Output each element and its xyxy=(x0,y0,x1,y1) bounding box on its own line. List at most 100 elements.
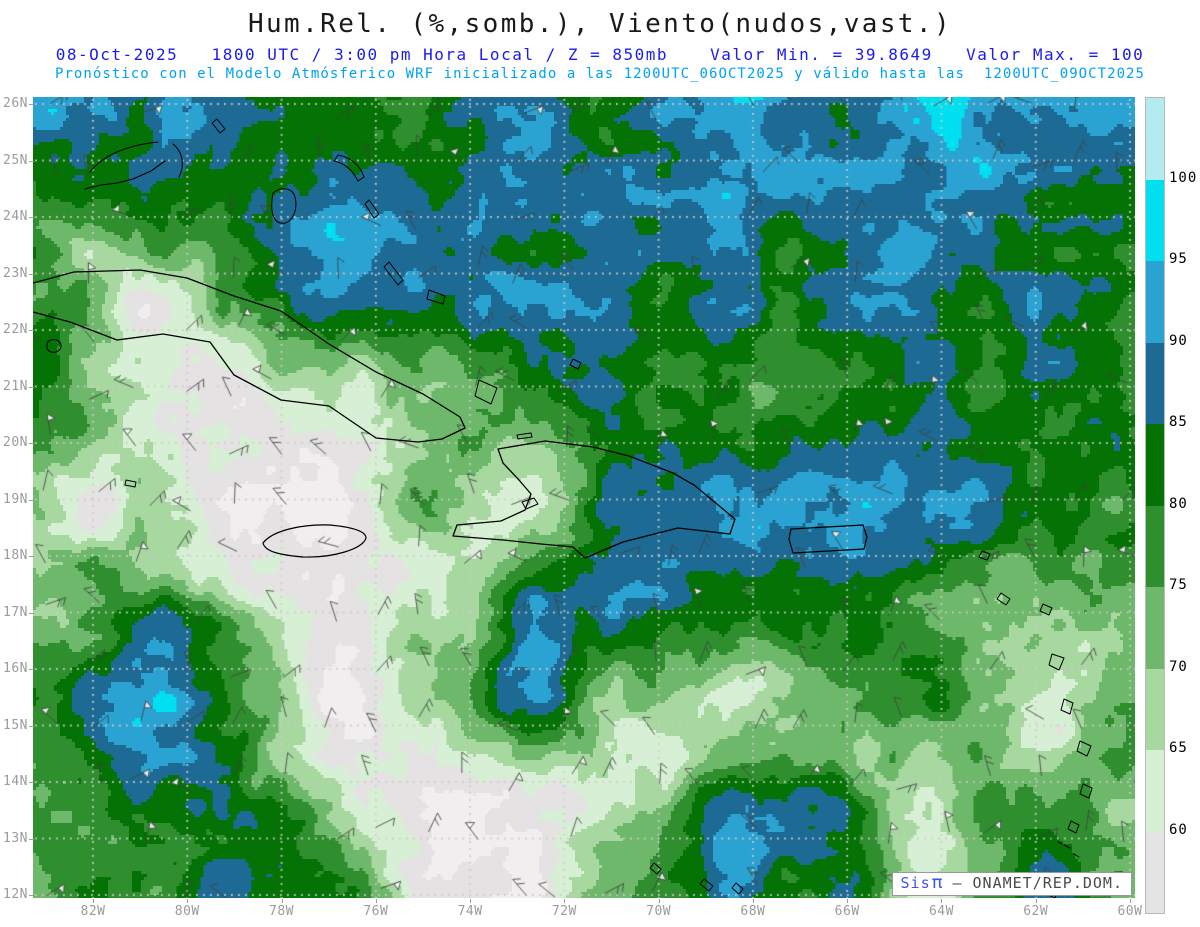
lat-tick xyxy=(29,612,34,614)
coast-florida-tip xyxy=(172,143,183,178)
colorbar-segment-3 xyxy=(1146,342,1164,424)
colorbar-label-85: 85 xyxy=(1169,414,1188,430)
lat-label-21N: 21N xyxy=(3,378,28,394)
coast-florida-keys xyxy=(84,160,166,190)
forecast-text: Pronóstico con el Modelo Atmósferico WRF… xyxy=(54,66,1146,82)
coast-st-vincent xyxy=(1067,820,1080,834)
lat-tick xyxy=(29,443,34,444)
lon-label-66W: 66W xyxy=(834,904,860,919)
colorbar-label-100: 100 xyxy=(1169,169,1198,186)
coast-turks xyxy=(569,358,582,370)
page-title: Hum.Rel. (%,somb.), Viento(nudos,vast.) xyxy=(247,9,953,39)
colorbar-segment-5 xyxy=(1146,505,1164,587)
lon-label-76W: 76W xyxy=(363,904,389,919)
colorbar-segment-6 xyxy=(1146,587,1164,669)
lat-label-23N: 23N xyxy=(3,265,28,281)
lat-label-13N: 13N xyxy=(3,830,28,846)
coast-eleuthera xyxy=(333,154,365,182)
colorbar-label-60: 60 xyxy=(1169,821,1188,838)
coast-gonave xyxy=(521,497,539,510)
lon-label-74W: 74W xyxy=(457,904,483,919)
lat-label-16N: 16N xyxy=(3,661,28,676)
colorbar-label-65: 65 xyxy=(1169,740,1188,756)
lon-label-64W: 64W xyxy=(928,904,954,919)
lat-label-19N: 19N xyxy=(3,491,28,507)
sispi-logo-text: Sis xyxy=(900,874,931,892)
coast-bimini xyxy=(211,118,226,134)
colorbar-label-70: 70 xyxy=(1169,658,1188,675)
colorbar-label-75: 75 xyxy=(1169,577,1188,593)
coast-tortuga xyxy=(516,432,533,440)
weather-map: Sis π – ONAMET/REP.DOM. xyxy=(33,97,1135,898)
colorbar-label-95: 95 xyxy=(1169,251,1188,267)
coast-cayman xyxy=(124,479,137,488)
lat-tick xyxy=(29,895,34,896)
coast-guadeloupe xyxy=(1048,653,1065,671)
lon-label-80W: 80W xyxy=(174,904,200,919)
lat-label-20N: 20N xyxy=(3,435,28,450)
lon-label-70W: 70W xyxy=(646,904,672,919)
colorbar-segment-7 xyxy=(1146,668,1164,750)
lat-label-26N: 26N xyxy=(3,96,28,111)
lon-label-60W: 60W xyxy=(1117,904,1143,919)
lat-tick xyxy=(29,273,34,275)
coast-florida-west xyxy=(89,141,159,173)
colorbar-segment-1 xyxy=(1146,179,1164,261)
lat-tick xyxy=(29,838,34,840)
lon-label-78W: 78W xyxy=(269,904,295,919)
lat-tick xyxy=(29,669,34,670)
coast-crooked xyxy=(426,289,446,305)
lon-tick xyxy=(470,899,472,903)
lon-tick xyxy=(941,899,943,903)
lat-label-18N: 18N xyxy=(3,548,28,563)
lon-tick xyxy=(281,899,283,903)
lat-label-15N: 15N xyxy=(3,717,28,733)
lat-label-24N: 24N xyxy=(3,209,28,224)
lat-tick xyxy=(29,499,34,501)
lat-tick xyxy=(29,104,34,105)
coast-curacao xyxy=(699,878,714,892)
datetime-row: 08-Oct-2025 1800 UTC / 3:00 pm Hora Loca… xyxy=(0,45,1200,64)
lat-tick xyxy=(29,782,34,783)
lat-label-17N: 17N xyxy=(3,604,28,620)
lon-tick xyxy=(847,899,849,903)
watermark-text: – ONAMET/REP.DOM. xyxy=(952,874,1123,892)
lat-tick xyxy=(29,556,34,557)
lon-tick xyxy=(187,899,189,903)
colorbar-label-90: 90 xyxy=(1169,332,1188,349)
lon-label-72W: 72W xyxy=(551,904,577,919)
coast-jamaica xyxy=(262,524,367,558)
lon-tick xyxy=(658,899,660,903)
lon-tick xyxy=(1035,899,1037,903)
minmax-text: Valor Min. = 39.8649 Valor Max. = 100 xyxy=(710,45,1145,64)
lat-tick xyxy=(29,330,34,331)
coast-martinique xyxy=(1076,740,1092,757)
lat-label-25N: 25N xyxy=(3,152,28,168)
coast-cat-island xyxy=(364,199,380,219)
lat-label-14N: 14N xyxy=(3,774,28,789)
colorbar-segment-2 xyxy=(1146,261,1164,343)
colorbar xyxy=(1145,97,1165,914)
lon-tick xyxy=(752,899,754,903)
coast-st-lucia xyxy=(1079,783,1093,799)
coast-isla-juventud xyxy=(46,338,62,353)
coast-bonaire xyxy=(731,882,744,895)
lat-tick xyxy=(29,725,34,727)
lat-tick xyxy=(29,386,34,388)
lon-tick xyxy=(93,899,94,903)
datetime-level-text: 08-Oct-2025 1800 UTC / 3:00 pm Hora Loca… xyxy=(55,45,669,64)
colorbar-segment-8 xyxy=(1146,750,1164,832)
coast-aruba xyxy=(649,862,662,875)
lon-label-68W: 68W xyxy=(740,904,766,919)
lon-label-62W: 62W xyxy=(1023,904,1049,919)
lat-tick xyxy=(29,160,34,162)
lon-tick xyxy=(1129,899,1131,903)
lon-tick xyxy=(564,899,566,903)
lon-label-82W: 82W xyxy=(80,904,106,919)
watermark: Sis π – ONAMET/REP.DOM. xyxy=(891,872,1132,896)
coast-puerto-rico xyxy=(788,524,868,554)
coast-antigua xyxy=(1039,603,1053,616)
colorbar-segment-9 xyxy=(1146,831,1164,913)
colorbar-label-80: 80 xyxy=(1169,495,1188,512)
coast-st-martin xyxy=(978,550,991,561)
